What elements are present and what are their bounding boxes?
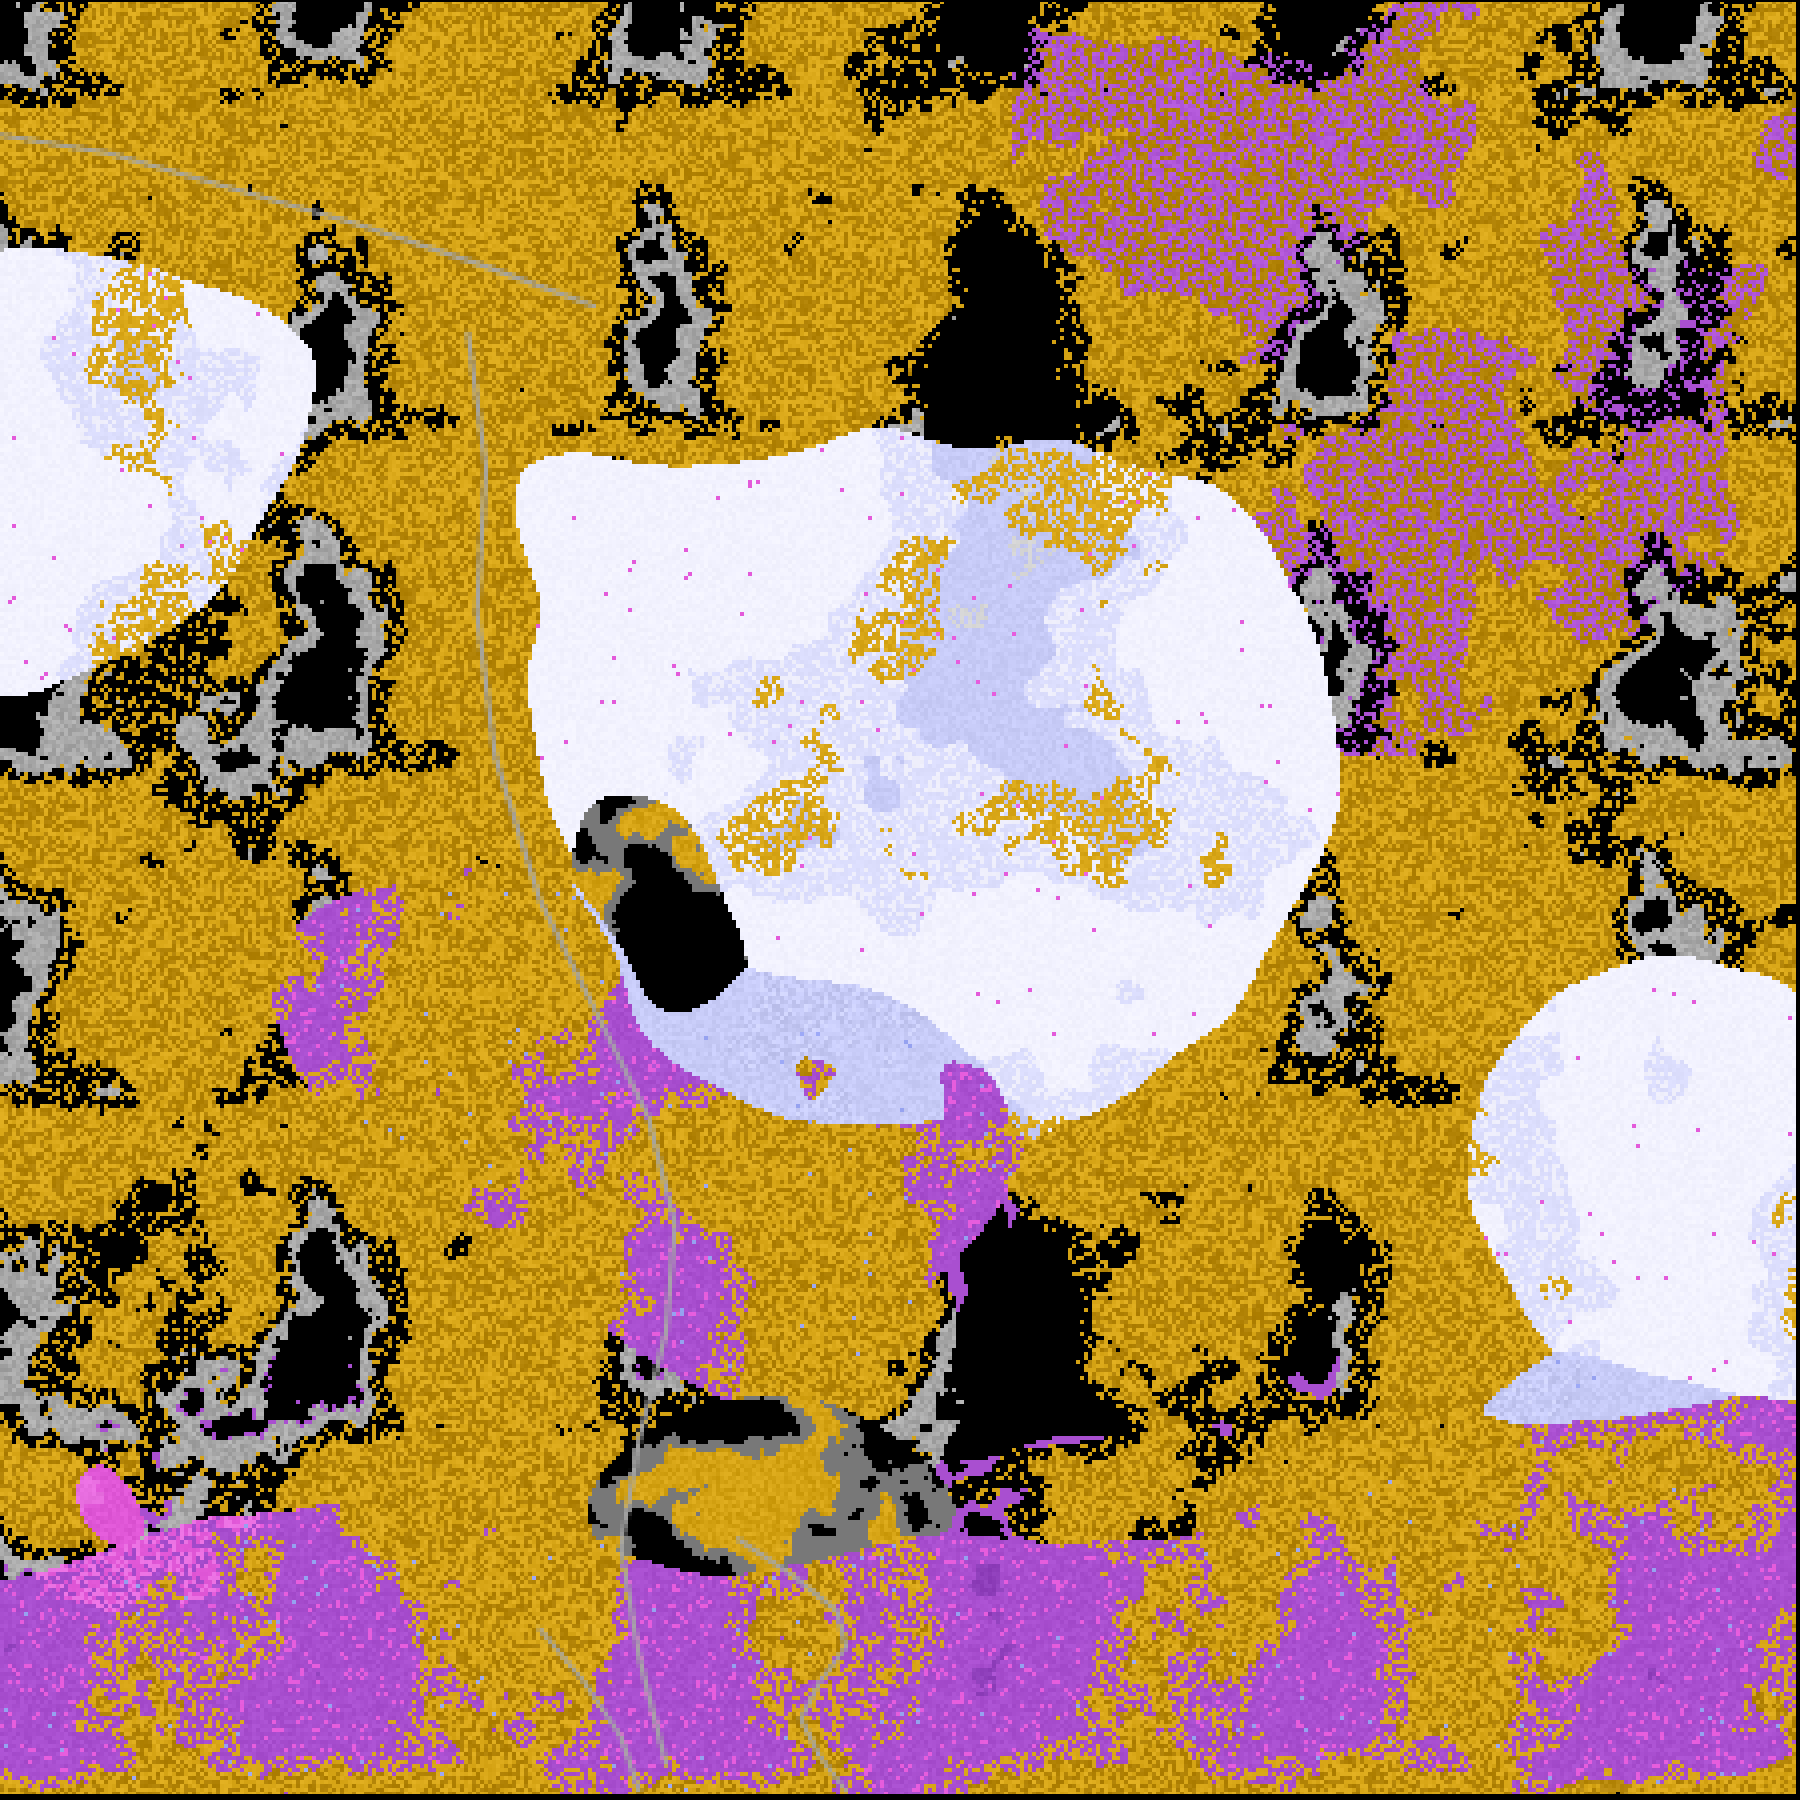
raster-viewport[interactable] <box>0 0 1800 1800</box>
classified-raster-image <box>0 0 1800 1800</box>
